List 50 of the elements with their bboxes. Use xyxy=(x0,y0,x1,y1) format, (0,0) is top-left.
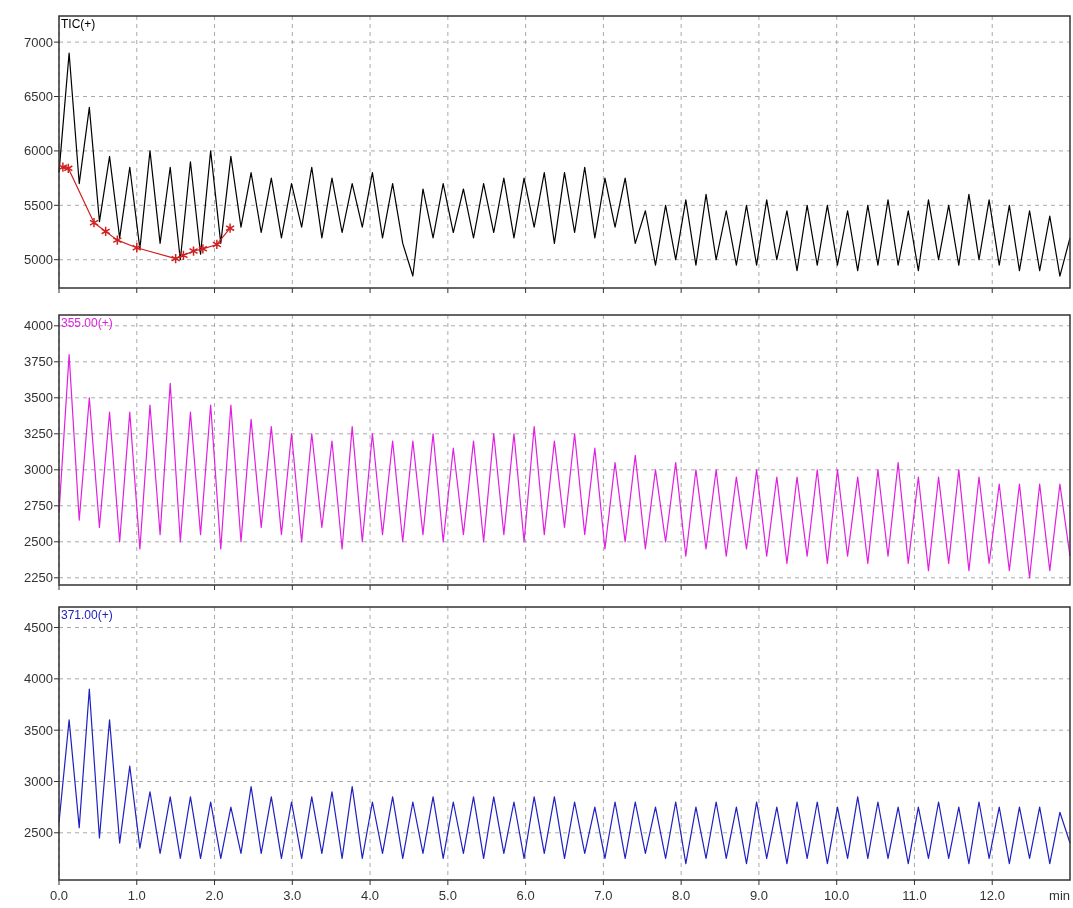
y-tick-label: 3000 xyxy=(24,774,53,790)
y-tick-label: 2250 xyxy=(24,570,53,586)
point xyxy=(178,249,189,261)
y-tick-label: 3750 xyxy=(24,354,53,370)
chart-title: TIC(+) xyxy=(61,17,96,31)
x-tick-label: 8.0 xyxy=(672,888,691,903)
point xyxy=(89,217,99,229)
x-tick-label: 3.0 xyxy=(283,888,302,903)
y-tick-label: 3250 xyxy=(24,426,53,442)
point xyxy=(100,226,111,237)
y-tick-label: 5000 xyxy=(24,252,53,268)
chart-title: 371.00(+) xyxy=(61,608,113,622)
line-series xyxy=(58,52,1071,277)
y-tick-label: 5500 xyxy=(24,197,53,213)
point xyxy=(225,222,235,234)
y-tick-label: 2500 xyxy=(24,825,53,841)
point xyxy=(212,239,222,250)
point xyxy=(198,243,208,255)
x-tick-label: 9.0 xyxy=(749,888,768,903)
line-series xyxy=(58,354,1071,579)
y-tick-label: 3500 xyxy=(24,390,53,406)
x-tick-label: 4.0 xyxy=(361,888,380,903)
line-series xyxy=(58,688,1071,865)
y-tick-label: 3000 xyxy=(24,462,53,478)
x-tick-label: 7.0 xyxy=(594,888,613,903)
point xyxy=(132,242,142,254)
y-tick-label: 4500 xyxy=(24,620,53,636)
point xyxy=(58,161,68,173)
y-tick-label: 6000 xyxy=(24,143,53,159)
chart-title: 355.00(+) xyxy=(61,316,113,330)
x-tick-label: 12.0 xyxy=(979,888,1005,903)
x-tick-label: 6.0 xyxy=(516,888,535,903)
y-tick-label: 2500 xyxy=(24,534,53,550)
x-tick-label: 10.0 xyxy=(824,888,850,903)
x-tick-label: 2.0 xyxy=(205,888,224,903)
y-tick-label: 2750 xyxy=(24,498,53,514)
point xyxy=(112,234,123,246)
x-tick-label: 5.0 xyxy=(438,888,457,903)
x-axis-title: min xyxy=(1049,888,1070,903)
y-tick-label: 7000 xyxy=(24,34,53,50)
y-tick-label: 3500 xyxy=(24,722,53,738)
point xyxy=(170,253,181,265)
x-tick-label: 0.0 xyxy=(49,888,69,903)
y-tick-label: 4000 xyxy=(24,671,53,687)
point xyxy=(188,245,199,257)
y-tick-label: 4000 xyxy=(24,318,53,334)
x-tick-label: 11.0 xyxy=(902,888,927,903)
point xyxy=(63,162,74,174)
x-tick-label: 1.0 xyxy=(127,888,146,903)
y-tick-label: 6500 xyxy=(24,89,53,105)
